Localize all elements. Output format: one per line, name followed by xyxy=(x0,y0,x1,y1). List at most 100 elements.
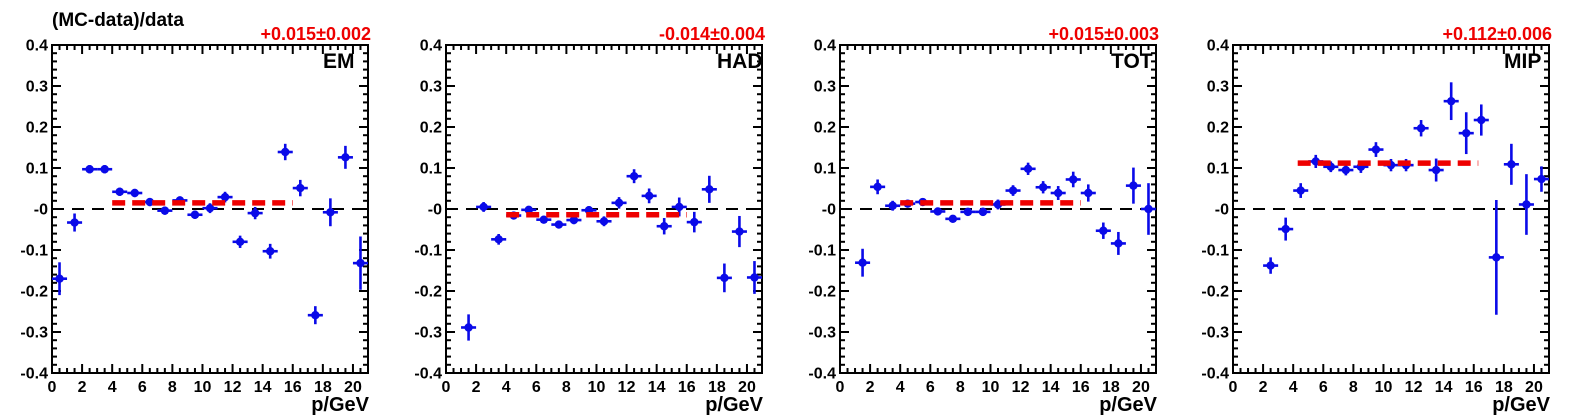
y-axis-tick-label: -0.4 xyxy=(20,366,48,383)
data-point xyxy=(1428,158,1444,182)
x-axis-tick-label: 0 xyxy=(835,379,844,396)
x-axis-title: p/GeV xyxy=(1492,394,1550,416)
y-axis-tick-label: 0.1 xyxy=(26,161,48,178)
data-point-marker xyxy=(145,197,155,207)
data-point-marker xyxy=(524,205,533,215)
data-point xyxy=(1534,166,1550,192)
data-point xyxy=(536,215,552,224)
x-axis-tick-label: 12 xyxy=(224,379,242,396)
data-point-marker xyxy=(734,227,744,236)
y-axis-tick-label: -0.3 xyxy=(1202,325,1230,342)
x-axis-tick-label: 20 xyxy=(1525,379,1543,396)
data-point-marker xyxy=(539,215,548,224)
x-axis-title: p/GeV xyxy=(1099,394,1157,416)
data-point xyxy=(944,214,960,224)
data-point-marker xyxy=(1462,128,1471,138)
data-point xyxy=(1050,186,1066,200)
data-point-marker xyxy=(356,258,365,268)
y-axis-tick-label: 0.2 xyxy=(420,120,442,137)
data-point xyxy=(1368,142,1384,157)
data-point xyxy=(202,203,218,214)
y-axis-tick-label: 0.1 xyxy=(813,161,835,178)
data-point xyxy=(52,262,68,296)
data-point xyxy=(112,187,128,196)
data-point xyxy=(307,306,323,325)
data-point xyxy=(277,143,293,161)
x-axis-tick-label: 16 xyxy=(678,379,696,396)
x-axis-tick-label: 8 xyxy=(168,379,177,396)
data-point xyxy=(1338,164,1354,176)
y-axis-tick-label: -0.1 xyxy=(20,243,48,260)
x-axis-tick-label: 8 xyxy=(562,379,571,396)
data-point-marker xyxy=(659,222,669,231)
data-point-marker xyxy=(978,207,987,217)
x-axis-tick-label: 2 xyxy=(471,379,480,396)
y-axis-tick-label: -0.4 xyxy=(414,366,442,383)
x-axis-tick-label: 10 xyxy=(194,379,212,396)
data-point-marker xyxy=(554,220,563,229)
data-point xyxy=(929,207,945,216)
y-axis-tick-label: -0.2 xyxy=(808,284,836,301)
x-axis-tick-label: 0 xyxy=(441,379,450,396)
data-point-marker xyxy=(1477,115,1486,125)
x-axis-tick-label: 18 xyxy=(314,379,332,396)
chart-tot: 0 2 4 6 8 10 12 14 16 18 20 0.4 0.3 0.2 0.1 -0 -0.1 -0.2 -… xyxy=(808,24,1159,416)
data-point-marker xyxy=(235,237,245,246)
y-axis-tick-label: -0.3 xyxy=(808,325,836,342)
y-axis-tick-label: 0.3 xyxy=(1207,79,1229,96)
data-point-marker xyxy=(1023,164,1032,174)
data-point-marker xyxy=(569,215,578,225)
data-point-marker xyxy=(704,185,714,194)
data-point xyxy=(854,248,870,277)
data-point-marker xyxy=(1053,188,1062,198)
y-axis-tick-label: 0.1 xyxy=(420,161,442,178)
data-point xyxy=(1263,257,1279,274)
x-axis-tick-label: 18 xyxy=(1101,379,1119,396)
data-point xyxy=(641,188,657,204)
data-point xyxy=(686,211,702,233)
data-point xyxy=(746,261,762,294)
data-point xyxy=(1413,120,1429,137)
data-point xyxy=(959,207,975,217)
chart-mip: 0 2 4 6 8 10 12 14 16 18 20 0.4 0.3 0.2 0.1 -0 -0.1 -0.2 -… xyxy=(1202,24,1553,416)
data-point-marker xyxy=(100,165,109,174)
data-point-marker xyxy=(479,202,488,212)
data-point xyxy=(292,179,308,197)
x-axis-tick-label: 18 xyxy=(1495,379,1513,396)
data-point-marker xyxy=(1143,204,1153,214)
y-axis-tick-label: -0.1 xyxy=(1202,243,1230,260)
panel-mip: 0 2 4 6 8 10 12 14 16 18 20 0.4 0.3 0.2 0.1 -0 -0.1 -0.2 -… xyxy=(1181,0,1575,419)
y-axis-tick-label: 0.2 xyxy=(813,120,835,137)
data-point-marker xyxy=(1068,175,1077,184)
data-point-marker xyxy=(250,208,260,218)
data-point xyxy=(671,197,687,217)
x-axis-title: p/GeV xyxy=(705,394,763,416)
x-axis-tick-label: 14 xyxy=(1435,379,1453,396)
data-point xyxy=(1140,183,1156,235)
x-axis-tick-label: 20 xyxy=(738,379,756,396)
data-point-marker xyxy=(1281,224,1291,234)
data-point-marker xyxy=(1507,160,1516,169)
data-point-marker xyxy=(689,217,699,227)
data-point-marker xyxy=(85,165,94,174)
y-axis-tick-label: -0.2 xyxy=(20,284,48,301)
data-point xyxy=(1035,181,1051,194)
data-point-marker xyxy=(1038,183,1047,192)
x-axis-tick-label: 16 xyxy=(284,379,302,396)
y-axis-tick-label: 0.1 xyxy=(1207,161,1229,178)
data-point-marker xyxy=(644,191,654,201)
data-point xyxy=(187,210,203,219)
x-axis-tick-label: 12 xyxy=(1011,379,1029,396)
data-point-marker xyxy=(887,201,897,210)
fit-result-text: -0.014±0.004 xyxy=(659,24,765,44)
x-axis-tick-label: 10 xyxy=(587,379,605,396)
data-point xyxy=(262,243,278,259)
data-point-marker xyxy=(205,203,215,213)
y-axis-tick-label: -0.4 xyxy=(1202,366,1230,383)
panel-em: 0 2 4 6 8 10 12 14 16 18 20 0.4 0.3 0.2 0.1 -0 -0.1 -0.2 -… xyxy=(0,0,394,419)
data-point-marker xyxy=(265,247,275,256)
x-axis-tick-label: 6 xyxy=(1319,379,1328,396)
data-point xyxy=(1080,184,1096,202)
data-point xyxy=(869,179,885,195)
data-point xyxy=(1110,231,1126,255)
